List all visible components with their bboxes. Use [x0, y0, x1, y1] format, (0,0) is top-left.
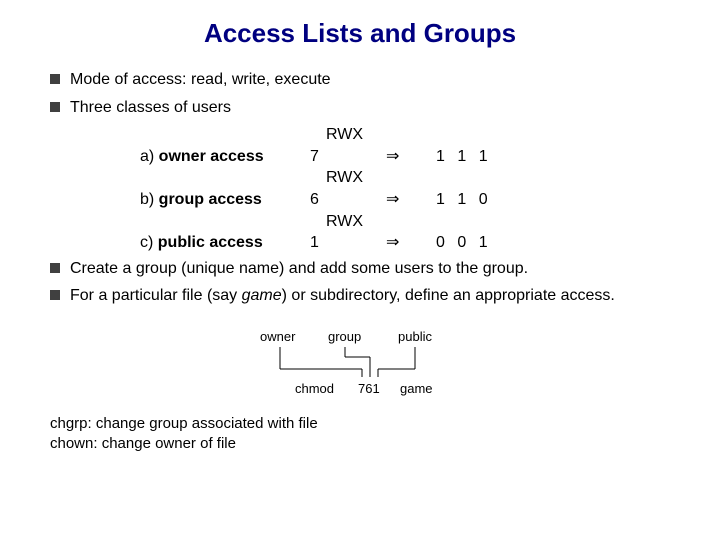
- row-bits: 0 0 1: [436, 232, 492, 254]
- square-bullet-icon: [50, 74, 60, 84]
- diagram-chmod: chmod: [295, 381, 334, 396]
- access-row-owner: a) owner access 7 ⇒ 1 1 1: [140, 146, 690, 168]
- diagram-label-group: group: [328, 329, 361, 344]
- chmod-diagram: owner group public chmod 761 game: [240, 329, 560, 404]
- rwx-header: RWX: [326, 124, 690, 146]
- bullet-text: For a particular file (say game) or subd…: [70, 285, 690, 307]
- bullet-item: For a particular file (say game) or subd…: [50, 285, 690, 307]
- access-row-group: b) group access 6 ⇒ 1 1 0: [140, 189, 690, 211]
- chgrp-cmd: chgrp: [50, 415, 88, 432]
- footer-commands: chgrp: change group associated with file…: [0, 414, 720, 455]
- content-area: Mode of access: read, write, execute Thr…: [0, 69, 720, 404]
- row-num: 1: [310, 232, 326, 254]
- row-num: 6: [310, 189, 326, 211]
- diagram-file: game: [400, 381, 433, 396]
- arrow-icon: ⇒: [386, 232, 436, 254]
- access-classes: RWX a) owner access 7 ⇒ 1 1 1 RWX b) gro…: [140, 124, 690, 254]
- row-label: group access: [159, 191, 262, 208]
- row-label: public access: [158, 234, 263, 251]
- bullet-item: Mode of access: read, write, execute: [50, 69, 690, 91]
- bullet-text: Mode of access: read, write, execute: [70, 69, 690, 91]
- rwx-header: RWX: [326, 167, 690, 189]
- diagram-value: 761: [358, 381, 380, 396]
- bullet-item: Create a group (unique name) and add som…: [50, 258, 690, 280]
- bullet-text: Three classes of users: [70, 97, 690, 119]
- diagram-label-public: public: [398, 329, 432, 344]
- square-bullet-icon: [50, 290, 60, 300]
- row-prefix: b): [140, 191, 159, 208]
- bullet-text: Create a group (unique name) and add som…: [70, 258, 690, 280]
- row-bits: 1 1 1: [436, 146, 492, 168]
- slide-title: Access Lists and Groups: [0, 18, 720, 49]
- access-row-public: c) public access 1 ⇒ 0 0 1: [140, 232, 690, 254]
- row-bits: 1 1 0: [436, 189, 492, 211]
- chown-cmd: chown: [50, 435, 93, 452]
- row-prefix: c): [140, 234, 158, 251]
- row-num: 7: [310, 146, 326, 168]
- row-label: owner access: [159, 148, 264, 165]
- row-prefix: a): [140, 148, 159, 165]
- rwx-header: RWX: [326, 211, 690, 233]
- square-bullet-icon: [50, 102, 60, 112]
- bullet-item: Three classes of users: [50, 97, 690, 119]
- chgrp-desc: : change group associated with file: [88, 415, 318, 432]
- chown-desc: : change owner of file: [93, 435, 236, 452]
- arrow-icon: ⇒: [386, 189, 436, 211]
- square-bullet-icon: [50, 263, 60, 273]
- diagram-label-owner: owner: [260, 329, 295, 344]
- arrow-icon: ⇒: [386, 146, 436, 168]
